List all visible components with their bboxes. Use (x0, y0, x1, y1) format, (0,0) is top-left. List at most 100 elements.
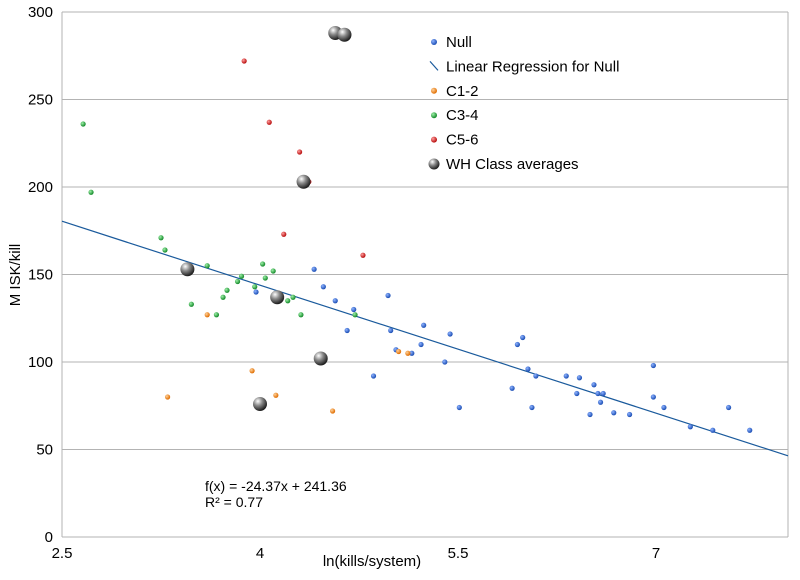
legend-swatch-marker (431, 87, 437, 94)
point-c3-4 (213, 312, 220, 318)
point-null (747, 427, 753, 433)
x-tick-label: 5.5 (448, 545, 469, 562)
point-null (595, 390, 601, 397)
grid-lines (62, 11, 788, 538)
point-c3-4 (290, 294, 296, 300)
legend-item-c1-2: C1-2 (431, 83, 479, 100)
y-tick-label: 100 (28, 354, 53, 371)
point-null (514, 341, 521, 348)
legend-item-c5-6: C5-6 (431, 132, 479, 149)
point-c1-2 (165, 394, 171, 400)
legend-label: C5-6 (446, 132, 479, 149)
legend-item-linear-regression-for-null: Linear Regression for Null (429, 58, 619, 75)
point-null (650, 362, 656, 369)
series-c3-4 (80, 121, 358, 318)
point-c3-4 (162, 247, 168, 253)
legend-item-wh-class-averages: WH Class averages (428, 156, 579, 173)
point-c3-4 (204, 263, 210, 269)
legend-label: Null (446, 34, 472, 51)
x-axis-title: ln(kills/system) (323, 553, 421, 570)
point-c3-4 (234, 278, 241, 285)
point-wh-class-averages (313, 351, 328, 366)
point-c3-4 (220, 294, 226, 300)
point-null (456, 404, 462, 411)
point-c3-4 (262, 275, 268, 281)
data-points (80, 26, 753, 433)
point-c1-2 (330, 408, 336, 414)
point-wh-class-averages (296, 174, 311, 189)
point-c5-6 (241, 58, 247, 64)
point-c3-4 (88, 189, 94, 195)
tick-labels: 0 50 100 150 200 250 300 2.5 4 5.5 7 (28, 4, 660, 562)
point-null (344, 327, 350, 334)
point-c3-4 (252, 284, 258, 290)
legend-label: WH Class averages (446, 156, 579, 173)
point-null (533, 373, 539, 379)
point-null (591, 382, 597, 388)
regression-r-squared: R² = 0.77 (205, 494, 263, 510)
point-c3-4 (188, 301, 194, 307)
point-c3-4 (298, 312, 304, 318)
point-null (332, 298, 338, 304)
point-wh-class-averages (270, 290, 285, 305)
point-c3-4 (80, 121, 86, 127)
regression-equation: f(x) = -24.37x + 241.36 (205, 478, 347, 494)
legend-swatch-marker (431, 39, 437, 45)
legend-item-null: Null (431, 34, 472, 51)
y-tick-label: 300 (28, 4, 53, 21)
point-null (418, 341, 424, 348)
point-c5-6 (266, 119, 272, 125)
point-null (687, 424, 693, 430)
point-null (600, 390, 606, 397)
point-null (311, 266, 317, 272)
legend-label: C1-2 (446, 83, 479, 100)
point-null (661, 404, 667, 411)
point-null (370, 373, 377, 379)
point-c3-4 (352, 312, 358, 318)
x-tick-label: 7 (652, 545, 660, 562)
point-null (611, 410, 617, 416)
legend-swatch-marker (431, 112, 437, 119)
legend-swatch-marker (428, 158, 440, 170)
point-c5-6 (297, 149, 303, 155)
series-c5-6 (241, 58, 366, 258)
y-tick-label: 250 (28, 92, 53, 109)
point-null (563, 373, 569, 379)
point-null (576, 375, 583, 381)
x-tick-label: 2.5 (52, 545, 73, 562)
axes (61, 12, 789, 538)
regression-line (61, 220, 789, 457)
point-null (650, 394, 656, 400)
point-wh-class-averages (337, 27, 352, 42)
point-null (388, 327, 394, 334)
legend-label: Linear Regression for Null (446, 58, 619, 75)
point-null (409, 350, 415, 356)
point-c1-2 (396, 348, 402, 355)
point-null (726, 404, 732, 411)
point-c1-2 (204, 312, 210, 318)
y-tick-label: 0 (45, 529, 53, 546)
series-c1-2 (165, 312, 411, 414)
point-null (351, 306, 357, 313)
point-null (520, 334, 526, 341)
y-tick-label: 150 (28, 267, 53, 284)
point-null (442, 359, 448, 365)
point-c3-4 (270, 268, 276, 274)
series-null (253, 266, 753, 433)
y-axis-title: M ISK/kill (7, 244, 24, 307)
point-null (597, 399, 604, 405)
point-null (529, 404, 535, 411)
point-wh-class-averages (180, 262, 195, 277)
point-null (253, 289, 259, 295)
point-null (587, 411, 593, 418)
point-c1-2 (273, 392, 279, 398)
point-null (385, 292, 391, 299)
point-wh-class-averages (253, 397, 267, 411)
legend-label: C3-4 (446, 107, 479, 124)
legend-item-c3-4: C3-4 (431, 107, 479, 124)
point-null (447, 331, 453, 337)
point-c3-4 (224, 287, 230, 293)
point-null (525, 366, 531, 372)
point-c5-6 (281, 231, 287, 237)
